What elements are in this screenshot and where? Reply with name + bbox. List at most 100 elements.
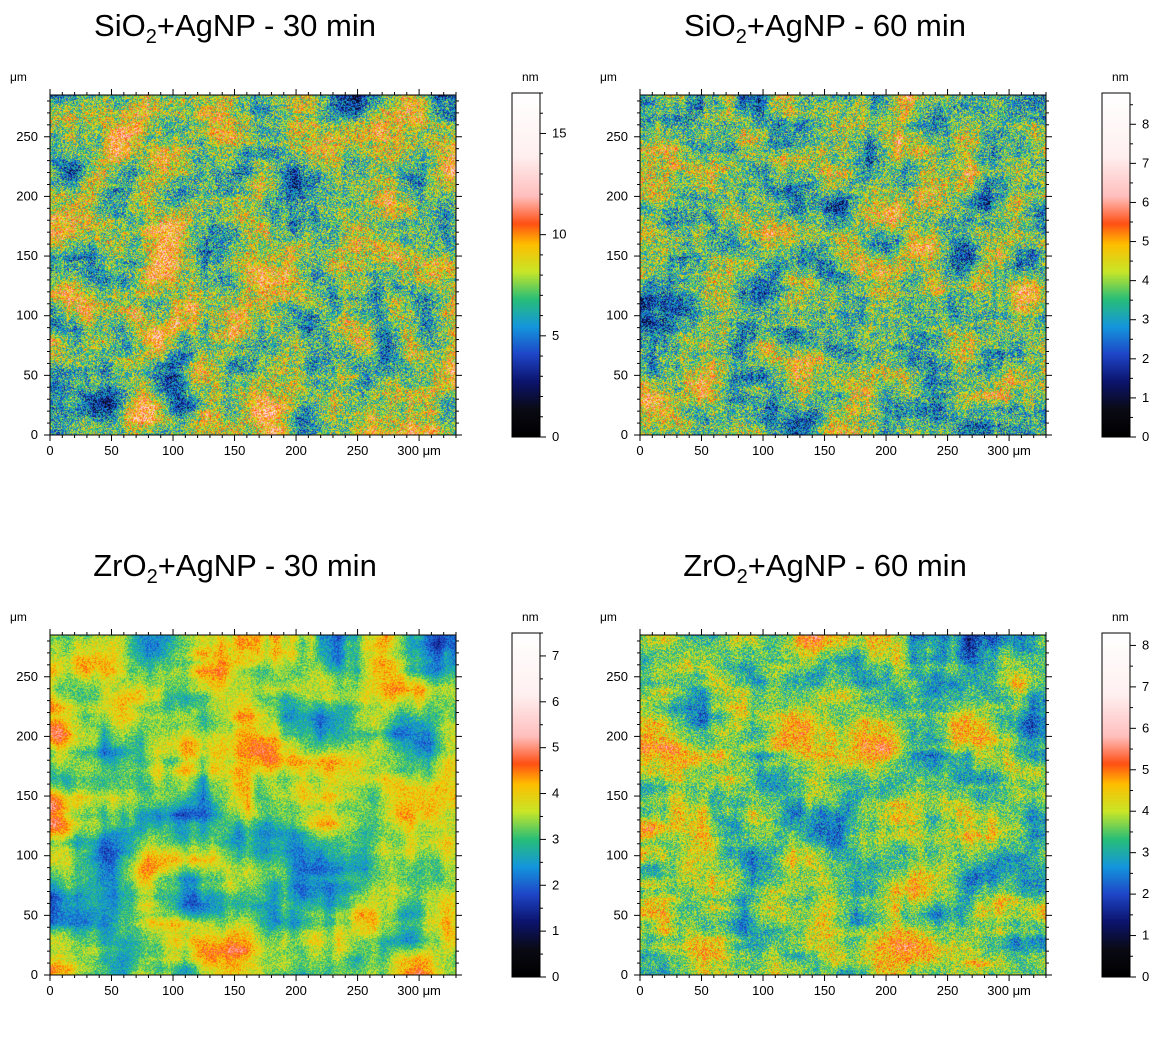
x-tick-label: 250 [347,983,369,998]
x-tick-label: 300 μm [987,983,1031,998]
title-text-rest: +AgNP - 60 min [746,8,966,43]
y-tick-label: 0 [31,967,38,982]
x-tick-label: 150 [814,443,836,458]
plot-frame [639,94,1047,436]
colorbar-tick-label: 6 [1142,720,1149,735]
panel-title: ZrO2+AgNP - 30 min [0,548,470,589]
x-tick-label: 150 [224,983,246,998]
colorbar-tick-label: 5 [1142,762,1149,777]
colorbar-tick-label: 3 [552,831,559,846]
x-tick-label: 200 [285,443,307,458]
panel-title: SiO2+AgNP - 30 min [0,8,470,49]
colorbar-tick-label: 1 [1142,390,1149,405]
y-tick-label: 250 [606,669,628,684]
colorbar-image [512,93,540,437]
colorbar-tick-label: 0 [552,969,559,984]
y-tick-label: 50 [614,367,628,382]
colorbar-image [1102,93,1130,437]
heatmap-image [50,635,456,975]
heatmap-panel-zro2-60: ZrO2+AgNP - 60 min μm nm 0 50 100 150 200 250… [590,540,1164,1040]
y-tick-label: 200 [606,728,628,743]
heatmap-panel-sio2-60: SiO2+AgNP - 60 min μm nm 0 50 100 150 200 250… [590,0,1164,500]
y-tick-label: 0 [621,967,628,982]
heatmap-panel-zro2-30: ZrO2+AgNP - 30 min μm nm 0 50 100 150 200 250… [0,540,582,1040]
colorbar-frame [511,632,541,978]
x-tick-label: 50 [694,983,708,998]
colorbar-tick-label: 8 [1142,116,1149,131]
heatmap-svg: 0 50 100 150 200 250 300 μm 0 50 100 150 200 250 0 1 2 3… [606,89,1149,458]
x-tick-label: 200 [285,983,307,998]
plot-frame [49,94,457,436]
x-tick-label: 100 [752,983,774,998]
y-tick-label: 200 [16,188,38,203]
x-tick-label: 0 [46,983,53,998]
x-tick-label: 50 [694,443,708,458]
y-tick-label: 200 [16,728,38,743]
title-text: ZrO [683,548,737,583]
x-tick-label: 250 [347,443,369,458]
colorbar-tick-label: 3 [1142,312,1149,327]
x-tick-label: 50 [104,443,118,458]
colorbar-tick-label: 0 [1142,969,1149,984]
colorbar-tick-label: 0 [552,429,559,444]
colorbar-tick-label: 5 [552,328,559,343]
x-tick-label: 200 [875,443,897,458]
y-tick-label: 50 [24,907,38,922]
y-tick-label: 150 [606,788,628,803]
colorbar-image [1102,633,1130,977]
colorbar-tick-label: 3 [1142,845,1149,860]
heatmap-image [640,95,1046,435]
x-tick-label: 0 [636,443,643,458]
colorbar-tick-label: 10 [552,227,566,242]
x-tick-label: 150 [814,983,836,998]
plot-frame [49,634,457,976]
title-text: SiO [94,8,146,43]
colorbar-frame [1101,92,1131,438]
title-text-rest: +AgNP - 60 min [747,548,967,583]
x-tick-label: 50 [104,983,118,998]
colorbar-unit: nm [1112,70,1129,84]
title-subscript: 2 [735,26,747,49]
x-tick-label: 100 [752,443,774,458]
y-tick-label: 0 [621,427,628,442]
heatmap-image [50,95,456,435]
heatmap-svg: 0 50 100 150 200 250 300 μm 0 50 100 150 200 250 0 5 10… [16,89,566,458]
colorbar-tick-label: 15 [552,125,566,140]
y-tick-label: 100 [606,308,628,323]
colorbar-tick-label: 5 [1142,234,1149,249]
x-tick-label: 200 [875,983,897,998]
heatmap-panel-sio2-30: SiO2+AgNP - 30 min μm nm 0 50 100 150 200 250… [0,0,582,500]
y-tick-label: 150 [606,248,628,263]
x-tick-label: 0 [636,983,643,998]
colorbar-tick-label: 6 [552,694,559,709]
y-tick-label: 250 [16,129,38,144]
x-tick-label: 100 [162,983,184,998]
title-subscript: 2 [145,26,157,49]
y-tick-label: 50 [614,907,628,922]
colorbar-tick-label: 7 [552,648,559,663]
colorbar-frame [511,92,541,438]
y-axis-unit: μm [10,70,27,84]
heatmap-image [640,635,1046,975]
y-tick-label: 0 [31,427,38,442]
colorbar-tick-label: 7 [1142,155,1149,170]
y-axis-unit: μm [600,610,617,624]
plot-frame [639,634,1047,976]
title-text: ZrO [93,548,147,583]
x-tick-label: 0 [46,443,53,458]
x-tick-label: 300 μm [987,443,1031,458]
colorbar-tick-label: 2 [1142,351,1149,366]
colorbar-tick-label: 6 [1142,194,1149,209]
colorbar-frame [1101,632,1131,978]
colorbar-tick-label: 7 [1142,679,1149,694]
colorbar-tick-label: 2 [1142,886,1149,901]
colorbar-tick-label: 4 [552,786,559,801]
y-axis-unit: μm [600,70,617,84]
title-text: SiO [684,8,736,43]
colorbar-unit: nm [522,70,539,84]
colorbar-tick-label: 4 [1142,273,1149,288]
colorbar-image [512,633,540,977]
x-tick-label: 300 μm [397,983,441,998]
colorbar-unit: nm [522,610,539,624]
x-tick-label: 150 [224,443,246,458]
